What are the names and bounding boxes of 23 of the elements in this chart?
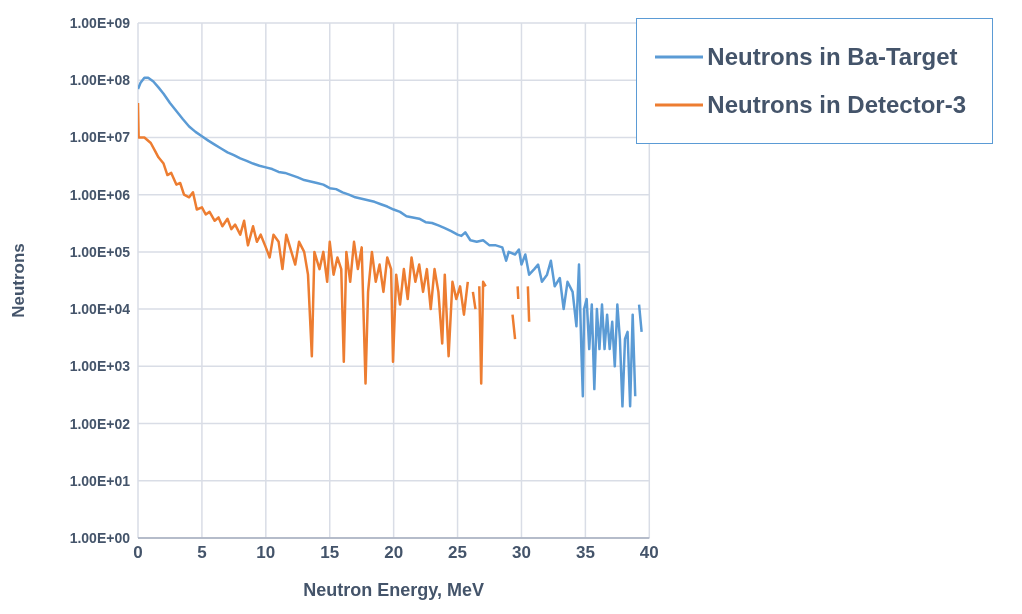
x-tick-label: 0 [133,543,143,563]
x-tick-label: 25 [448,543,468,563]
y-tick-label: 1.00E+05 [69,243,131,260]
y-tick-label: 1.00E+07 [69,129,131,146]
x-tick-label: 10 [256,543,276,563]
x-tick-label: 20 [384,543,404,563]
legend-label: Neutrons in Detector-3 [707,91,966,119]
x-tick-label: 5 [197,543,207,563]
y-tick-label: 1.00E+01 [69,472,131,489]
x-tick-label: 15 [320,543,340,563]
x-tick-label: 35 [575,543,595,563]
x-tick-label: 30 [512,543,531,563]
legend-label: Neutrons in Ba-Target [707,43,958,71]
y-tick-label: 1.00E+09 [69,14,131,31]
y-tick-label: 1.00E+03 [69,358,131,375]
y-tick-label: 1.00E+06 [69,186,131,203]
y-tick-label: 1.00E+02 [69,415,131,432]
y-tick-label: 1.00E+08 [69,72,131,89]
y-tick-label: 1.00E+00 [69,529,131,546]
y-axis-title: Neutrons [9,243,29,318]
x-axis-title: Neutron Energy, MeV [303,580,484,600]
x-tick-label: 40 [639,543,659,563]
y-tick-label: 1.00E+04 [69,301,131,318]
